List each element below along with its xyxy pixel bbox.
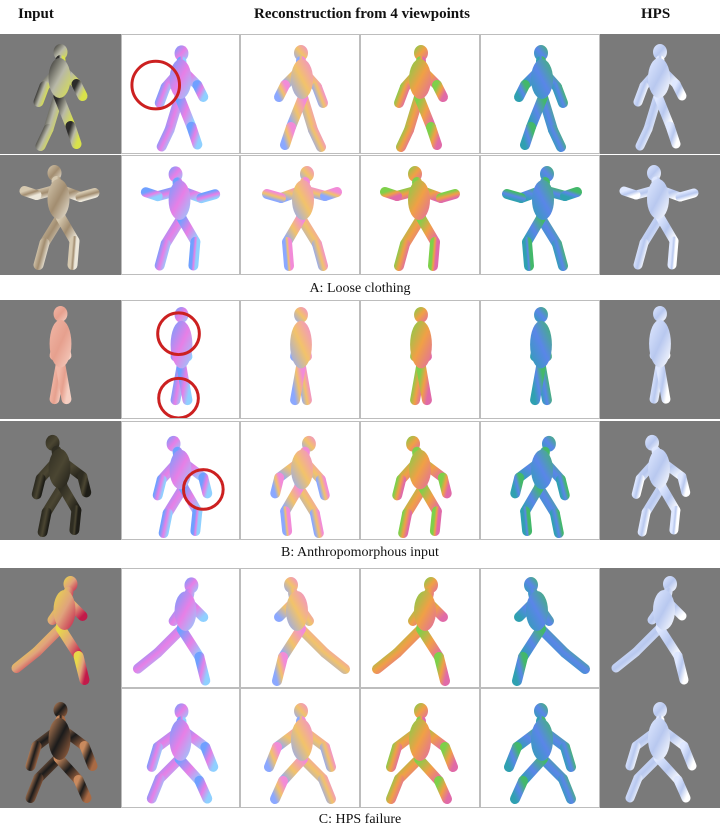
figure-shape <box>140 166 221 271</box>
figure-shape <box>386 703 458 804</box>
reconstruction-view-2-section-b-row-2 <box>240 421 360 540</box>
header-reconstruction: Reconstruction from 4 viewpoints <box>254 6 470 22</box>
reconstruction-view-2-section-c-row-2 <box>240 688 360 808</box>
figure-shape <box>410 306 432 418</box>
reconstruction-view-2-section-a-row-2 <box>240 155 360 275</box>
hps-image-section-c-row-1 <box>600 568 720 688</box>
figure-shape <box>619 165 699 270</box>
figure-shape <box>372 577 450 686</box>
hps-image-section-c-row-2 <box>600 688 720 808</box>
reconstruction-view-1-section-b-row-2 <box>121 421 240 540</box>
reconstruction-view-4-section-c-row-1 <box>480 568 600 688</box>
figure-shape <box>11 576 90 685</box>
figure-shape <box>290 306 312 418</box>
figure-shape <box>264 703 336 804</box>
highlight-circle <box>157 376 200 418</box>
reconstruction-view-4-section-b-row-2 <box>480 421 600 540</box>
figure-shape <box>170 306 193 418</box>
figure-shape <box>392 435 452 539</box>
reconstruction-view-2-section-a-row-1 <box>240 34 360 154</box>
figure-shape <box>274 45 328 152</box>
reconstruction-view-4-section-b-row-1 <box>480 300 600 419</box>
reconstruction-view-3-section-a-row-2 <box>360 155 480 275</box>
reconstruction-view-3-section-c-row-1 <box>360 568 480 688</box>
header-input: Input <box>18 6 54 22</box>
highlight-circle <box>130 59 182 111</box>
figure-shape <box>633 44 687 151</box>
reconstruction-view-1-section-a-row-2 <box>121 155 240 275</box>
figure-shape <box>380 166 460 271</box>
reconstruction-view-4-section-a-row-2 <box>480 155 600 275</box>
figure-shape <box>649 305 671 418</box>
caption-section-c: C: HPS failure <box>318 812 402 827</box>
reconstruction-view-3-section-c-row-2 <box>360 688 480 808</box>
reconstruction-view-2-section-c-row-1 <box>240 568 360 688</box>
figure-shape <box>33 44 88 151</box>
reconstruction-view-3-section-a-row-1 <box>360 34 480 154</box>
figure-shape <box>504 703 576 804</box>
figure-shape <box>625 702 697 803</box>
hps-image-section-a-row-1 <box>600 34 720 154</box>
caption-section-b: B: Anthropomorphous input <box>281 545 439 560</box>
hps-image-section-b-row-1 <box>600 300 720 419</box>
figure-shape <box>631 434 691 537</box>
input-image-section-b-row-2 <box>0 421 121 540</box>
highlight-circle <box>156 311 201 357</box>
figure-shape <box>512 577 590 686</box>
reconstruction-view-3-section-b-row-2 <box>360 421 480 540</box>
figure-shape <box>394 45 448 152</box>
figure-shape <box>19 165 100 270</box>
figure-shape <box>154 45 209 152</box>
hps-image-section-b-row-2 <box>600 421 720 540</box>
figure-shape <box>270 435 330 539</box>
figure-shape <box>272 577 350 686</box>
figure-shape <box>530 306 552 418</box>
highlight-circle <box>181 468 225 511</box>
figure-shape <box>49 305 72 419</box>
figure-shape <box>514 45 568 152</box>
input-image-section-a-row-2 <box>0 155 121 275</box>
input-image-section-b-row-1 <box>0 300 121 419</box>
reconstruction-view-1-section-a-row-1 <box>121 34 240 154</box>
figure-shape <box>510 435 570 539</box>
figure-shape <box>611 576 689 685</box>
reconstruction-view-1-section-b-row-1 <box>121 300 240 419</box>
reconstruction-view-2-section-b-row-1 <box>240 300 360 419</box>
hps-image-section-a-row-2 <box>600 155 720 275</box>
figure-shape <box>31 434 92 538</box>
header-hps: HPS <box>641 6 671 22</box>
caption-section-a: A: Loose clothing <box>309 281 411 296</box>
reconstruction-view-4-section-c-row-2 <box>480 688 600 808</box>
figure-shape <box>132 577 211 686</box>
figure-shape <box>25 702 98 803</box>
input-image-section-a-row-1 <box>0 34 121 154</box>
reconstruction-view-3-section-b-row-1 <box>360 300 480 419</box>
figure-shape <box>146 703 219 804</box>
input-image-section-c-row-2 <box>0 688 121 808</box>
reconstruction-view-4-section-a-row-1 <box>480 34 600 154</box>
figure-shape <box>152 435 213 539</box>
figure-shape <box>262 166 342 271</box>
reconstruction-view-1-section-c-row-2 <box>121 688 240 808</box>
figure-shape <box>502 166 582 271</box>
input-image-section-c-row-1 <box>0 568 121 688</box>
reconstruction-view-1-section-c-row-1 <box>121 568 240 688</box>
